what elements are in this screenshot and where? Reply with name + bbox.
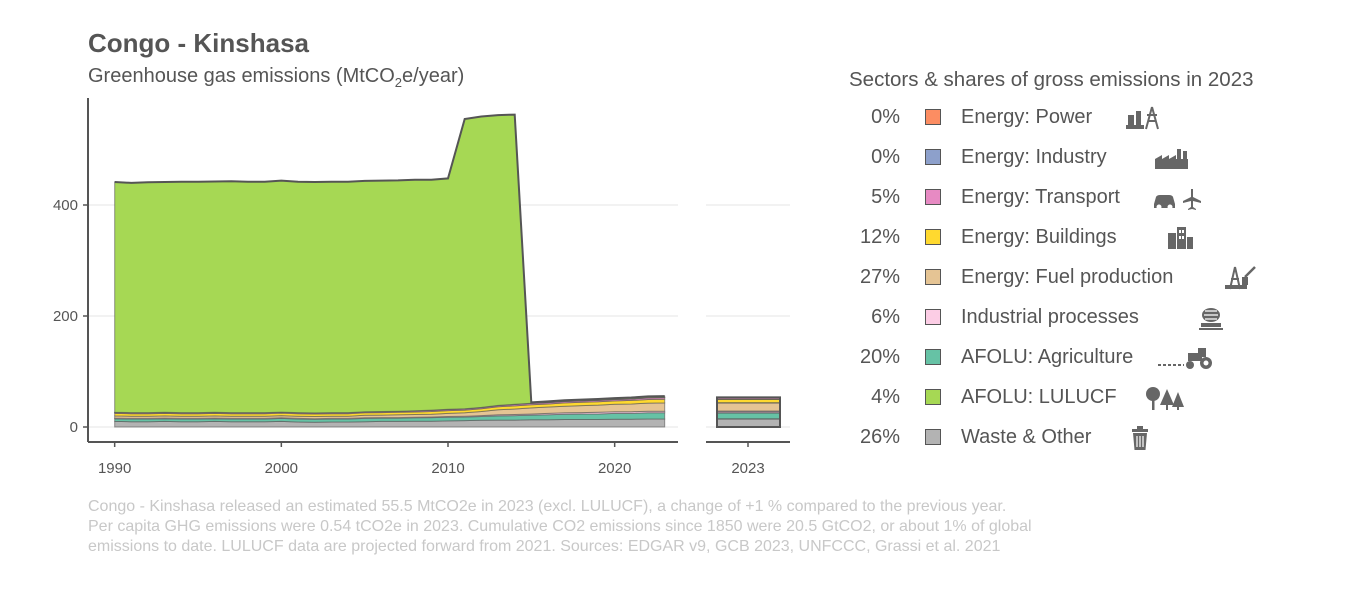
factory-icon [1155,149,1188,169]
legend-label: AFOLU: Agriculture [961,346,1134,368]
legend-swatch [925,229,941,245]
legend-item: 26% Waste & Other [848,418,1318,458]
trash-icon [1132,426,1148,450]
tractor-icon [1158,348,1212,369]
x-tick-label-inset: 2023 [731,460,764,477]
x-tick-label: 1990 [98,460,131,477]
chart-title: Congo - Kinshasa [88,28,310,58]
x-tick-label: 2010 [431,460,464,477]
legend-swatch [925,389,941,405]
inset-bar-segment [716,402,781,412]
legend-share: 6% [871,306,900,328]
legend-swatch [925,429,941,445]
legend-title: Sectors & shares of gross emissions in 2… [849,68,1254,91]
chart-subtitle: Greenhouse gas emissions (MtCO2e/year) [88,65,464,90]
caption: Congo - Kinshasa released an estimated 5… [88,497,1208,557]
oil-rig-icon [1225,266,1256,290]
inset-bar-outline [716,396,781,429]
subtitle-suffix: e/year) [402,65,465,87]
cement-mixer-icon [1199,308,1223,330]
x-tick-label: 2020 [598,460,631,477]
y-tick-label: 0 [70,419,78,436]
caption-line: Congo - Kinshasa released an estimated 5… [88,498,1007,515]
legend-swatch [925,309,941,325]
legend-item: 12% Energy: Buildings [848,218,1318,258]
legend-swatch [925,149,941,165]
legend-item: 20% AFOLU: Agriculture [848,338,1318,378]
subtitle-subscript: 2 [394,75,403,90]
inset-bar-segment [716,412,781,420]
legend-label: Industrial processes [961,306,1139,328]
legend-share: 0% [871,106,900,128]
inset-bar-segment [716,398,781,404]
legend-item: 4% AFOLU: LULUCF [848,378,1318,418]
legend-share: 26% [859,426,900,448]
legend-label: Waste & Other [961,426,1092,448]
legend-label: Energy: Fuel production [961,266,1174,288]
legend-label: AFOLU: LULUCF [961,386,1117,408]
legend-label: Energy: Transport [961,186,1120,208]
legend-item: 27% Energy: Fuel production [848,258,1318,298]
legend-item: 0% Energy: Industry [848,138,1318,178]
legend-swatch [925,189,941,205]
y-tick-label: 400 [53,197,78,214]
legend-item: 0% Energy: Power [848,98,1318,138]
subtitle-prefix: Greenhouse gas emissions (MtCO [88,65,395,87]
legend-share: 27% [859,266,900,288]
car-plane-icon [1154,189,1201,210]
legend-swatch [925,349,941,365]
x-tick-label: 2000 [265,460,298,477]
axes: 0 200 400 1990 2000 2010 2020 2023 [53,98,790,477]
total-outline [114,113,665,404]
legend-share: 20% [859,346,900,368]
legend-item: 5% Energy: Transport [848,178,1318,218]
legend-rows: 0% Energy: Power 0% Energy: Industry 5% Energ… [848,98,1318,458]
legend-swatch [925,109,941,125]
legend-share: 0% [871,146,900,168]
area-series [114,114,666,414]
inset-bar-segment [716,418,781,428]
trees-icon [1146,387,1184,410]
caption-line: emissions to date. LULUCF data are proje… [88,538,1001,555]
legend-share: 4% [871,386,900,408]
legend-label: Energy: Industry [961,146,1107,168]
legend-share: 12% [859,226,900,248]
legend-swatch [925,269,941,285]
caption-line: Per capita GHG emissions were 0.54 tCO2e… [88,518,1032,535]
buildings-icon [1168,227,1193,249]
inset-2023-bar [716,396,781,429]
power-plant-icon [1126,106,1159,130]
stacked-areas [114,113,666,428]
legend: Sectors & shares of gross emissions in 2… [848,68,1318,458]
legend-label: Energy: Power [961,106,1093,128]
y-tick-label: 200 [53,308,78,325]
legend-item: 6% Industrial processes [848,298,1318,338]
legend-share: 5% [871,186,900,208]
emissions-chart: 0 200 400 1990 2000 2010 2020 2023 [53,98,790,477]
legend-label: Energy: Buildings [961,226,1117,248]
